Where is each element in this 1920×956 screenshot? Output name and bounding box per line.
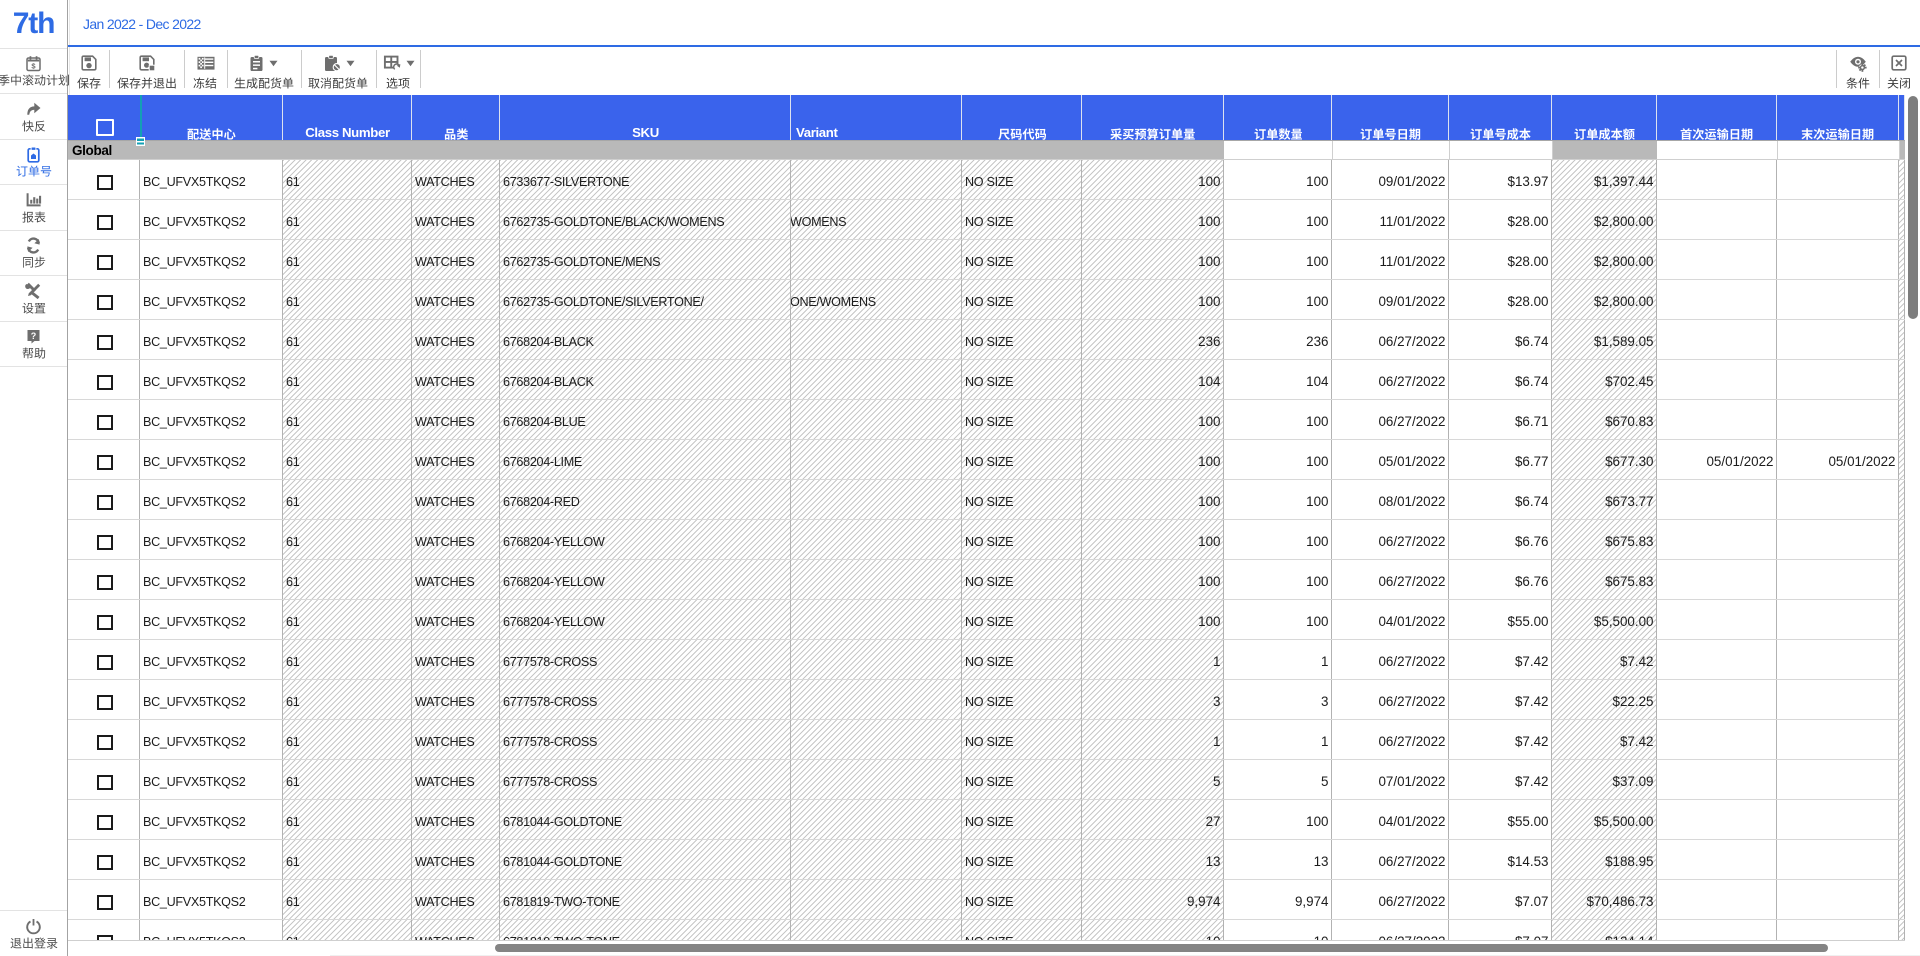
svg-text:?: ? xyxy=(31,331,37,341)
svg-text:$: $ xyxy=(31,61,36,70)
